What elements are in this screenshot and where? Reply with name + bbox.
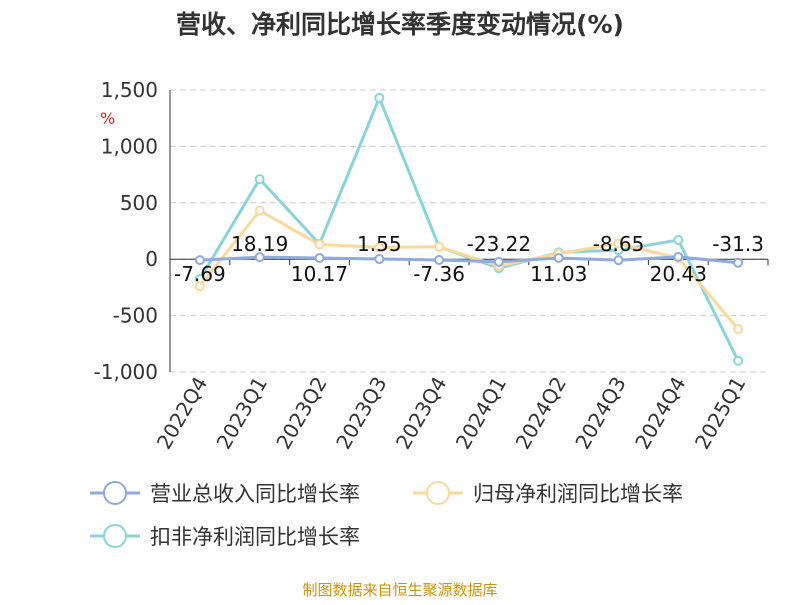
data-point xyxy=(434,255,445,266)
x-tick-label: 2025Q1 xyxy=(690,373,750,454)
data-point xyxy=(314,239,325,250)
legend-label: 扣非净利润同比增长率 xyxy=(150,525,360,549)
data-label: -31.3 xyxy=(712,232,764,256)
x-tick-label: 2023Q4 xyxy=(391,372,451,453)
data-point xyxy=(374,92,385,103)
data-point xyxy=(613,255,624,266)
y-tick-label: 1,500 xyxy=(101,78,158,102)
x-tick-label: 2023Q1 xyxy=(212,373,272,454)
y-tick-label: 0 xyxy=(145,247,158,271)
y-tick-label: 500 xyxy=(120,191,158,215)
data-label: 1.55 xyxy=(357,232,402,256)
data-label: 20.43 xyxy=(650,262,707,286)
data-point xyxy=(254,174,265,185)
data-point xyxy=(553,252,564,263)
data-label: -8.65 xyxy=(593,232,645,256)
data-label: 18.19 xyxy=(231,232,288,256)
y-tick-label: -500 xyxy=(113,304,158,328)
y-tick-label: -1,000 xyxy=(94,360,158,384)
x-tick-label: 2024Q2 xyxy=(511,373,571,454)
data-point xyxy=(613,238,624,249)
data-point xyxy=(194,281,205,292)
source-footer: 制图数据来自恒生聚源数据库 xyxy=(302,581,497,599)
data-label: 11.03 xyxy=(530,262,587,286)
data-point xyxy=(733,324,744,335)
data-point xyxy=(733,355,744,366)
chart-title: 营收、净利同比增长率季度变动情况(%) xyxy=(176,10,624,39)
legend-label: 营业总收入同比增长率 xyxy=(150,482,360,506)
x-tick-label: 2023Q3 xyxy=(331,373,391,454)
data-point xyxy=(673,251,684,262)
data-label: -7.69 xyxy=(174,262,226,286)
y-tick-label: 1,000 xyxy=(101,134,158,158)
x-tick-label: 2024Q3 xyxy=(570,373,630,454)
x-tick-label: 2022Q4 xyxy=(152,373,212,454)
legend-marker xyxy=(103,524,127,548)
data-point xyxy=(493,256,504,267)
data-label: 10.17 xyxy=(291,262,348,286)
data-point xyxy=(194,255,205,266)
series-line xyxy=(198,93,740,362)
x-tick-label: 2024Q4 xyxy=(630,373,690,454)
data-point xyxy=(374,242,385,253)
series-line xyxy=(198,208,740,331)
y-axis-unit: % xyxy=(100,109,115,128)
data-point xyxy=(673,235,684,246)
x-tick-label: 2024Q1 xyxy=(451,373,511,454)
data-point xyxy=(434,241,445,252)
data-label: -23.22 xyxy=(467,232,531,256)
data-point xyxy=(254,205,265,216)
legend-marker xyxy=(103,481,127,505)
data-label: -7.36 xyxy=(413,262,465,286)
data-point xyxy=(733,257,744,268)
data-point xyxy=(254,252,265,263)
legend-label: 归母净利润同比增长率 xyxy=(473,482,683,506)
data-point xyxy=(314,253,325,264)
legend-marker xyxy=(426,481,450,505)
series-line xyxy=(199,255,739,265)
x-tick-label: 2023Q2 xyxy=(271,373,331,454)
data-point xyxy=(374,254,385,265)
